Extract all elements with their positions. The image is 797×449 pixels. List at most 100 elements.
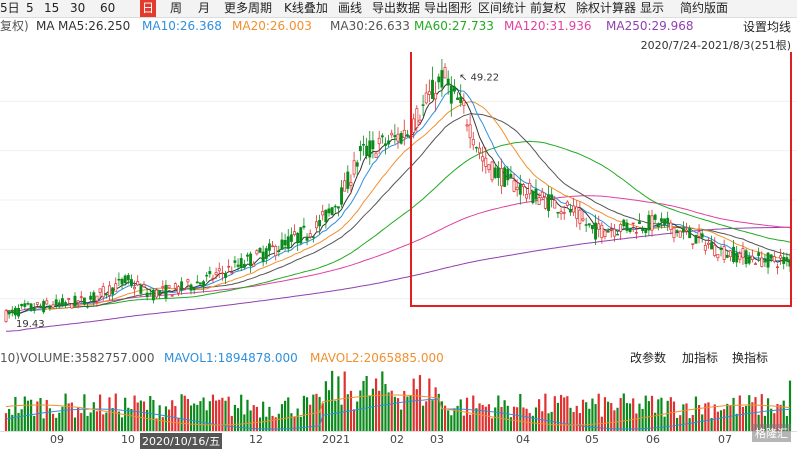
volume-bar bbox=[299, 416, 302, 431]
candle-body bbox=[540, 191, 544, 199]
candle-body bbox=[465, 124, 469, 127]
volume-bar bbox=[400, 409, 403, 431]
volume-bar bbox=[158, 405, 161, 431]
volume-bar bbox=[378, 390, 381, 431]
candle-body bbox=[440, 70, 444, 88]
volume-bar bbox=[218, 399, 221, 431]
candle-body bbox=[628, 227, 632, 232]
period-tab[interactable]: 5 bbox=[26, 1, 34, 15]
candle-body bbox=[675, 230, 679, 233]
x-tick-label: 09 bbox=[50, 433, 64, 446]
ma60-value: MA60:27.733 bbox=[414, 19, 494, 33]
candle-body bbox=[528, 182, 532, 195]
volume-bar bbox=[293, 417, 296, 431]
candle-body bbox=[148, 293, 152, 295]
candle-body bbox=[612, 228, 616, 237]
period-tab[interactable]: 前复权 bbox=[530, 1, 567, 15]
volume-bar bbox=[512, 406, 516, 431]
candle-body bbox=[644, 229, 648, 233]
add-indicator-button[interactable]: 加指标 bbox=[682, 351, 719, 365]
candle-body bbox=[340, 187, 343, 205]
volume-bar bbox=[199, 401, 202, 431]
volume-bar bbox=[597, 393, 600, 431]
volume-bar bbox=[704, 403, 707, 431]
volume-bar bbox=[180, 394, 183, 431]
period-tab[interactable]: 画线 bbox=[338, 1, 363, 15]
period-tab[interactable]: 导出数据 bbox=[372, 1, 421, 15]
period-tab[interactable]: 30 bbox=[70, 1, 86, 15]
candle-body bbox=[271, 245, 275, 248]
period-tab[interactable]: K线叠加 bbox=[284, 1, 328, 15]
period-tab[interactable]: 月 bbox=[198, 1, 211, 15]
candle-body bbox=[550, 194, 554, 200]
volume-bar bbox=[635, 413, 638, 431]
volume-bar bbox=[525, 408, 528, 431]
period-tab[interactable]: 周 bbox=[170, 1, 183, 15]
candle-body bbox=[7, 311, 11, 315]
volume-bar bbox=[650, 395, 654, 431]
volume-bar bbox=[280, 404, 284, 431]
volume-bar bbox=[641, 408, 644, 431]
candle-body bbox=[634, 232, 638, 234]
candle-body bbox=[656, 223, 660, 228]
volume-bar bbox=[519, 393, 522, 431]
candle-body bbox=[518, 184, 522, 195]
candle-body bbox=[471, 139, 475, 146]
volume-bar bbox=[701, 414, 704, 431]
candle-body bbox=[242, 263, 246, 268]
candle-body bbox=[10, 309, 14, 314]
volume-bar bbox=[516, 407, 519, 431]
volume-bar bbox=[644, 395, 647, 431]
ma120-value: MA120:31.936 bbox=[504, 19, 592, 33]
candle-body bbox=[29, 303, 33, 311]
volume-bar bbox=[710, 417, 713, 431]
volume-bar bbox=[384, 384, 387, 431]
candle-body bbox=[79, 296, 83, 298]
period-tab[interactable]: 日 bbox=[140, 0, 156, 17]
volume-bar bbox=[230, 415, 233, 431]
candle-body bbox=[136, 281, 140, 286]
ma-settings-button[interactable]: 设置均线 bbox=[742, 20, 791, 34]
volume-bar bbox=[164, 406, 168, 431]
volume-bar bbox=[437, 393, 440, 431]
volume-bar bbox=[418, 375, 422, 431]
switch-indicator-button[interactable]: 换指标 bbox=[732, 351, 769, 365]
period-tab[interactable]: 导出图形 bbox=[424, 1, 473, 15]
volume-bar bbox=[685, 403, 688, 431]
period-tab[interactable]: 区间统计 bbox=[478, 1, 527, 15]
edit-params-button[interactable]: 改参数 bbox=[630, 351, 667, 365]
x-tick-label: 2021 bbox=[322, 433, 350, 446]
candle-body bbox=[490, 161, 494, 181]
period-tab[interactable]: 显示 bbox=[640, 1, 665, 15]
volume-bar bbox=[268, 406, 271, 431]
volume-bar bbox=[374, 378, 378, 431]
x-tick-label: 2020/10/16/五 bbox=[140, 433, 223, 449]
candle-body bbox=[785, 257, 789, 262]
candle-body bbox=[236, 264, 240, 267]
volume-bar bbox=[591, 398, 594, 431]
volume-bar bbox=[309, 404, 312, 431]
candle-body bbox=[581, 218, 585, 221]
candle-body bbox=[625, 222, 629, 231]
period-tab[interactable]: 更多周期 bbox=[224, 1, 273, 15]
volume-bar bbox=[663, 416, 666, 431]
candle-body bbox=[741, 248, 745, 258]
period-tab[interactable]: 5日 bbox=[0, 1, 20, 15]
candle-body bbox=[86, 305, 89, 308]
volume-bar bbox=[29, 399, 33, 431]
candle-body bbox=[123, 275, 127, 284]
period-tab[interactable]: 15 bbox=[44, 1, 60, 15]
candle-body bbox=[73, 295, 77, 307]
period-tab[interactable]: 除权计算器 bbox=[576, 1, 637, 15]
ma120-line bbox=[5, 195, 791, 312]
candle-body bbox=[64, 302, 68, 306]
volume-bar bbox=[95, 411, 99, 431]
candle-body bbox=[51, 304, 55, 308]
candle-body bbox=[484, 157, 488, 167]
period-tab[interactable]: 简约版面 bbox=[680, 1, 729, 15]
period-tab[interactable]: 60 bbox=[100, 1, 116, 15]
volume-bar bbox=[393, 396, 396, 431]
candle-body bbox=[202, 281, 206, 287]
volume-bar bbox=[487, 404, 491, 431]
volume-bar bbox=[469, 414, 472, 431]
